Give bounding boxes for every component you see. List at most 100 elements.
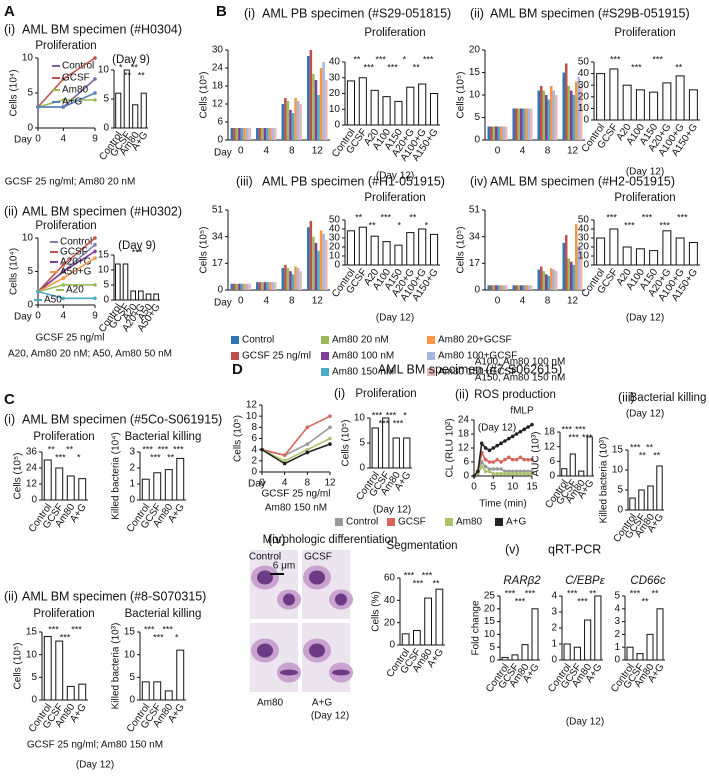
point	[518, 429, 523, 434]
significance: **	[651, 588, 659, 598]
point	[93, 91, 97, 95]
bar	[66, 685, 75, 701]
bar	[235, 128, 239, 140]
bar	[531, 608, 539, 661]
bar	[401, 633, 410, 646]
point	[479, 464, 484, 469]
point	[526, 425, 530, 429]
bar	[240, 128, 244, 140]
point	[36, 289, 40, 294]
y-tick-label: 18	[458, 429, 470, 440]
legend-label: A20	[66, 285, 84, 296]
bar	[490, 126, 493, 140]
significance: ***	[422, 570, 433, 580]
bar	[230, 128, 234, 140]
bar	[261, 282, 264, 290]
bar	[520, 285, 523, 290]
y-tick-label: 1	[551, 639, 557, 650]
legend-label: A+G	[506, 517, 527, 528]
bar	[501, 656, 509, 661]
chart-title: (Day 9)	[112, 54, 150, 66]
bar	[497, 126, 500, 140]
point	[530, 422, 534, 427]
specimen-title: AML PB specimen (#S29-051815)	[262, 6, 451, 20]
bar	[609, 228, 619, 266]
bar	[527, 285, 530, 290]
bar	[286, 268, 290, 290]
bar	[596, 73, 606, 121]
significance: ***	[144, 624, 155, 634]
significance: ***	[158, 444, 169, 454]
bar	[319, 68, 323, 140]
bar	[580, 250, 583, 290]
bar	[675, 237, 685, 266]
nucleus	[332, 669, 350, 676]
y-tick-label: 5	[103, 94, 109, 105]
y-tick-label: 20	[484, 603, 496, 614]
y-tick-label: 5	[27, 266, 33, 277]
point	[93, 283, 97, 287]
point	[503, 457, 507, 462]
y-tick-label: 1	[129, 479, 135, 490]
significance: **	[66, 444, 74, 454]
chart-title: Proliferation	[35, 220, 96, 232]
bar	[492, 126, 495, 140]
point	[499, 467, 503, 471]
y-tick-label: 5	[359, 438, 365, 449]
bar	[497, 285, 500, 290]
chart-title: Proliferation	[35, 40, 96, 52]
series-line	[261, 443, 331, 465]
significance: ***	[568, 432, 579, 442]
y-tick-label: 0	[463, 471, 469, 482]
bar	[248, 128, 251, 140]
bar	[141, 681, 150, 701]
y-tick-label: 12	[212, 99, 224, 110]
bar	[522, 108, 525, 140]
bar	[263, 128, 267, 140]
bar	[537, 269, 540, 290]
bar	[266, 128, 269, 140]
x-tick-label: 4	[520, 146, 526, 157]
nucleus	[309, 643, 325, 658]
y-tick-label: 12	[544, 441, 556, 452]
point	[507, 455, 511, 460]
bar	[307, 56, 310, 140]
x-tick-label: 8	[289, 296, 295, 307]
bar	[319, 230, 323, 290]
point	[93, 56, 97, 60]
point	[499, 441, 503, 446]
legend-label: Control	[60, 237, 92, 248]
bar	[312, 74, 315, 140]
x-tick-label: 0	[238, 296, 244, 307]
bar	[371, 427, 379, 469]
bar	[256, 128, 259, 140]
chart-subtitle: fMLP	[510, 406, 534, 417]
y-tick-label: 50	[578, 215, 590, 226]
legend-label: Am80 100 nM	[332, 351, 394, 362]
micrograph-label: GCSF	[304, 552, 332, 563]
y-tick-label: 15	[469, 67, 481, 78]
x-tick-label: 8	[289, 146, 295, 157]
bar	[567, 86, 570, 140]
bar	[406, 86, 415, 126]
bar	[281, 104, 285, 140]
bar	[273, 128, 277, 140]
significance: ***	[173, 444, 184, 454]
specimen-title: AML PB specimen (#H1-051915)	[262, 174, 445, 188]
bar	[649, 250, 659, 266]
bar	[572, 95, 575, 140]
point	[61, 263, 66, 267]
bar	[656, 465, 663, 511]
bar	[286, 101, 290, 140]
legend-swatch	[427, 368, 435, 376]
bar	[675, 75, 685, 121]
x-axis-label: Day	[214, 148, 232, 159]
x-tick-label: 8	[545, 296, 551, 307]
point	[479, 441, 484, 446]
point	[305, 447, 310, 452]
y-tick-label: 0	[217, 135, 223, 146]
bar	[622, 246, 632, 266]
x-tick-label: 0	[495, 146, 501, 157]
y-axis-label: Cells (10⁴)	[9, 248, 20, 295]
point	[487, 460, 492, 464]
